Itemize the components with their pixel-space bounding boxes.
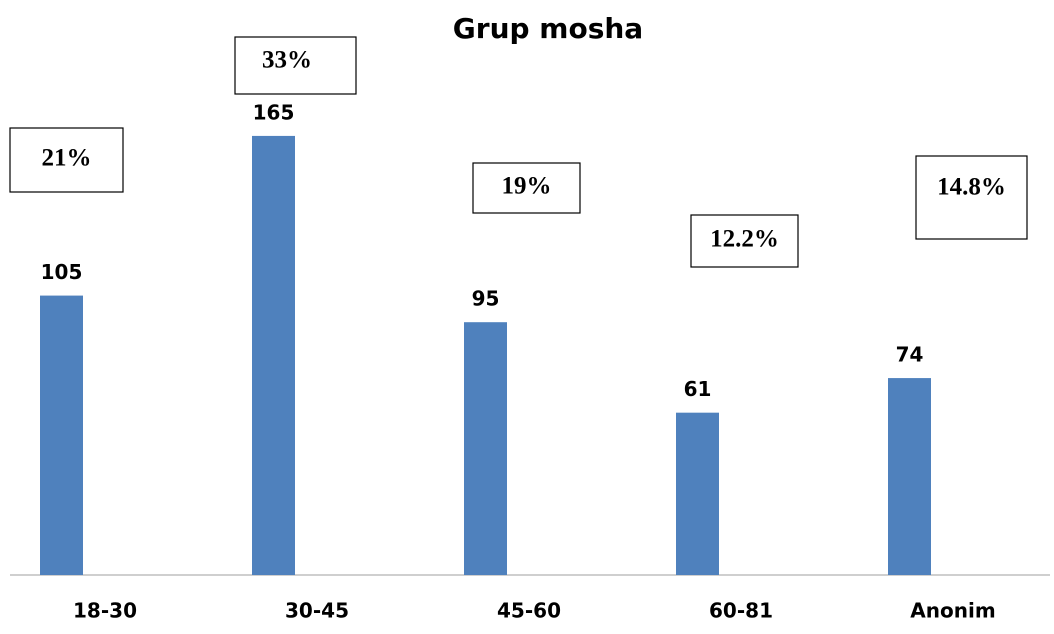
value-label: 105 xyxy=(41,260,83,284)
x-tick-label: Anonim xyxy=(910,599,995,623)
bar xyxy=(252,135,295,575)
x-tick-label: 60-81 xyxy=(709,599,773,623)
chart-title: Grup mosha xyxy=(453,12,643,45)
bar xyxy=(464,322,507,575)
annotation: 14.8% xyxy=(937,174,1006,201)
annotation: 33% xyxy=(262,47,312,74)
bar xyxy=(40,295,83,575)
annotation: 19% xyxy=(502,173,552,200)
value-label: 74 xyxy=(896,343,924,367)
x-tick-label: 30-45 xyxy=(285,599,349,623)
annotation-box xyxy=(915,155,1028,240)
annotation-box xyxy=(9,127,124,193)
annotation: 21% xyxy=(42,145,92,172)
value-label: 165 xyxy=(253,100,295,124)
x-tick-label: 45-60 xyxy=(497,599,561,623)
annotation-box xyxy=(234,36,357,95)
value-label: 61 xyxy=(684,377,712,401)
annotation-box xyxy=(690,214,799,268)
value-label: 95 xyxy=(472,287,500,311)
x-tick-label: 18-30 xyxy=(73,599,137,623)
bar xyxy=(888,378,931,575)
annotation-box xyxy=(472,162,581,214)
bar xyxy=(676,412,719,575)
annotation: 12.2% xyxy=(710,226,779,253)
